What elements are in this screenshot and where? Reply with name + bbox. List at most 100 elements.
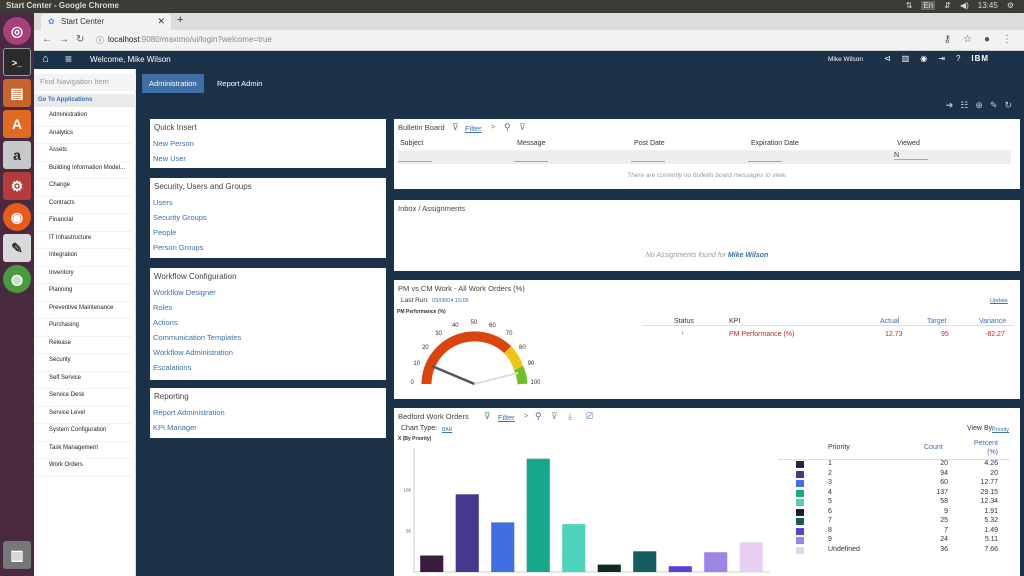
- go-icon[interactable]: ➜: [945, 100, 954, 110]
- roles-link[interactable]: Roles: [153, 303, 173, 312]
- filter-link[interactable]: Filter: [498, 413, 515, 422]
- workflow-designer-link[interactable]: Workflow Designer: [153, 288, 216, 297]
- display-icon[interactable]: ⎚: [586, 411, 594, 421]
- amazon-icon[interactable]: a: [3, 141, 31, 169]
- hamburger-menu-icon[interactable]: ≡: [65, 52, 73, 66]
- column-header[interactable]: Subject: [400, 140, 424, 147]
- bookmark-star-icon[interactable]: ☆: [962, 34, 972, 45]
- layout-icon[interactable]: ☷: [960, 100, 969, 110]
- nav-item[interactable]: Service Level: [34, 407, 136, 424]
- communication-templates-link[interactable]: Communication Templates: [153, 333, 242, 342]
- reports-icon[interactable]: ▥: [901, 54, 910, 63]
- table-row[interactable]: 2 94 20: [778, 470, 1010, 480]
- home-icon[interactable]: ⌂: [42, 53, 49, 65]
- filter-link[interactable]: Filter: [465, 124, 482, 133]
- filter-icon[interactable]: ⊽: [484, 411, 491, 421]
- expand-chevron[interactable]: >: [491, 124, 496, 131]
- tab-administration[interactable]: Administration: [142, 74, 204, 93]
- new-person-link[interactable]: New Person: [153, 139, 194, 148]
- report-administration-link[interactable]: Report Administration: [153, 408, 225, 417]
- nav-item[interactable]: Analytics: [34, 127, 136, 144]
- filter-icon[interactable]: ⊽: [452, 122, 459, 132]
- help-icon[interactable]: ?: [955, 54, 961, 63]
- network-icon[interactable]: ⇵: [944, 1, 951, 10]
- volume-icon[interactable]: ◀): [959, 1, 969, 10]
- subject-filter-input[interactable]: [398, 161, 432, 162]
- power-icon[interactable]: ⚙: [1006, 1, 1014, 10]
- security-groups-link[interactable]: Security Groups: [153, 213, 207, 222]
- priority-column-header[interactable]: Priority: [828, 444, 850, 451]
- kpi-col-actual[interactable]: Actual: [880, 318, 900, 325]
- people-link[interactable]: People: [153, 228, 177, 237]
- table-row[interactable]: 6 9 1.91: [778, 508, 1010, 518]
- search-icon[interactable]: ⚲: [504, 122, 511, 132]
- software-center-icon[interactable]: A: [3, 110, 31, 138]
- bar-priority-6[interactable]: [597, 564, 621, 572]
- go-to-applications-header[interactable]: Go To Applications: [34, 94, 136, 107]
- kpi-col-kpi[interactable]: KPI: [729, 318, 741, 325]
- actions-link[interactable]: Actions: [153, 318, 178, 327]
- bar-priority-4[interactable]: [526, 458, 550, 572]
- nav-item[interactable]: Service Desk: [34, 389, 136, 407]
- table-row[interactable]: 5 58 12.34: [778, 498, 1010, 508]
- terminal-icon[interactable]: >_: [3, 48, 31, 76]
- bar-priority-1[interactable]: [420, 555, 444, 573]
- expand-chevron[interactable]: >: [524, 413, 529, 420]
- profile-icon[interactable]: ◉: [920, 54, 928, 63]
- new-tab-button[interactable]: +: [177, 14, 184, 26]
- info-icon[interactable]: ⓘ: [96, 36, 104, 45]
- nav-item[interactable]: IT Infrastructure: [34, 232, 136, 249]
- count-column-header[interactable]: Count: [924, 444, 943, 451]
- key-icon[interactable]: ⚷: [943, 34, 951, 45]
- table-row[interactable]: 3 60 12.77: [778, 479, 1010, 489]
- back-icon[interactable]: ←: [42, 34, 52, 45]
- settings-icon[interactable]: ⚙: [3, 172, 31, 200]
- table-row[interactable]: 1 20 4.26: [778, 460, 1010, 470]
- table-row[interactable]: Undefined 36 7.66: [778, 546, 1010, 556]
- table-row[interactable]: 7 25 5.32: [778, 517, 1010, 527]
- nav-item[interactable]: Preventive Maintenance: [34, 302, 136, 319]
- kpi-name[interactable]: PM Performance (%): [729, 331, 795, 338]
- message-filter-input[interactable]: [514, 161, 548, 162]
- trash-icon[interactable]: ▥: [3, 541, 31, 569]
- nav-item[interactable]: Planning: [34, 284, 136, 302]
- bar-priority-undefined[interactable]: [739, 542, 763, 572]
- bar-priority-9[interactable]: [704, 552, 728, 572]
- viewed-filter-input[interactable]: N: [894, 152, 928, 160]
- firefox-icon[interactable]: ◉: [3, 203, 31, 231]
- table-row[interactable]: 8 7 1.49: [778, 527, 1010, 537]
- browser-tab[interactable]: ✿ Start Center ✕: [41, 14, 171, 30]
- profile-icon[interactable]: ●: [983, 34, 990, 45]
- kpi-manager-link[interactable]: KPI Manager: [153, 423, 197, 432]
- bar-priority-2[interactable]: [455, 494, 479, 572]
- nav-item[interactable]: Task Management: [34, 442, 136, 459]
- column-header[interactable]: Viewed: [897, 140, 920, 147]
- nav-item[interactable]: Assets: [34, 144, 136, 162]
- tab-report-admin[interactable]: Report Admin: [217, 79, 263, 88]
- clock[interactable]: 13:45: [977, 1, 998, 10]
- nav-item[interactable]: Contracts: [34, 197, 136, 214]
- reload-icon[interactable]: ↻: [76, 34, 85, 45]
- users-link[interactable]: Users: [153, 198, 173, 207]
- close-tab-icon[interactable]: ✕: [157, 16, 165, 26]
- address-bar[interactable]: localhost:9080/maximo/ui/login?welcome=t…: [108, 35, 272, 44]
- column-header[interactable]: Message: [517, 140, 546, 147]
- nav-item[interactable]: Purchasing: [34, 319, 136, 337]
- nav-item[interactable]: Change: [34, 179, 136, 197]
- nav-item[interactable]: Release: [34, 337, 136, 354]
- expiration-date-filter-input[interactable]: [748, 161, 782, 162]
- nav-item[interactable]: Inventory: [34, 267, 136, 284]
- nav-item[interactable]: Integration: [34, 249, 136, 267]
- files-icon[interactable]: ▤: [3, 79, 31, 107]
- ubuntu-icon[interactable]: ◎: [3, 17, 31, 45]
- nav-item[interactable]: Work Orders: [34, 459, 136, 477]
- kpi-col-target[interactable]: Target: [927, 318, 947, 325]
- nav-item[interactable]: Administration: [34, 109, 136, 127]
- nav-item[interactable]: System Configuration: [34, 424, 136, 442]
- dropbox-icon[interactable]: ⇅: [905, 1, 913, 10]
- new-user-link[interactable]: New User: [153, 154, 186, 163]
- find-navigation-input[interactable]: Find Navigation Item: [34, 74, 136, 91]
- workflow-administration-link[interactable]: Workflow Administration: [153, 348, 233, 357]
- update-link[interactable]: Update: [990, 298, 1008, 304]
- nav-item[interactable]: Financial: [34, 214, 136, 232]
